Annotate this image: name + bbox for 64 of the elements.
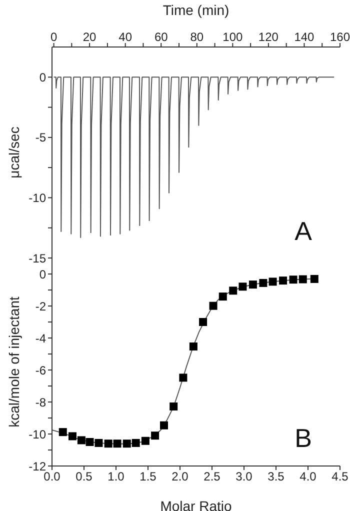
- x-tick-label: 4.5: [332, 470, 349, 484]
- point: [238, 282, 247, 291]
- x-axis-title: Molar Ratio: [160, 498, 232, 511]
- point: [104, 440, 112, 448]
- point: [141, 436, 150, 445]
- y-axis-title: μcal/sec: [6, 126, 22, 178]
- point: [170, 402, 178, 410]
- point: [122, 440, 131, 448]
- point: [68, 432, 76, 440]
- x-tick-label: 100: [222, 30, 244, 44]
- x-tick-label: 2.5: [204, 470, 221, 484]
- y-tick-label: -6: [35, 363, 46, 378]
- y-tick-label: -5: [35, 130, 46, 145]
- x-tick-label: 140: [294, 30, 315, 44]
- y-tick-label: -10: [28, 427, 46, 442]
- y-tick-label: -10: [28, 190, 46, 205]
- point: [229, 286, 238, 295]
- x-tick-label: 20: [82, 30, 97, 44]
- point: [132, 438, 140, 447]
- point: [268, 278, 277, 286]
- point: [259, 278, 268, 287]
- point: [151, 432, 160, 440]
- x-tick-label: 3.0: [236, 470, 253, 484]
- point: [199, 318, 208, 326]
- point: [189, 342, 198, 350]
- annotation: A: [294, 216, 312, 246]
- y-tick-label: -12: [28, 459, 46, 474]
- y-axis-title: kcal/mole of injectant: [6, 296, 22, 428]
- y-tick-label: -2: [35, 299, 46, 314]
- point: [94, 438, 103, 447]
- x-tick-label: 60: [154, 30, 168, 44]
- x-tick-label: 0.5: [76, 470, 93, 484]
- point: [160, 421, 168, 430]
- y-tick-label: 0: [39, 70, 46, 84]
- point: [248, 280, 257, 289]
- line-series: [53, 76, 335, 238]
- point: [58, 428, 67, 436]
- x-tick-label: 80: [190, 30, 204, 44]
- x-tick-label: 2.0: [172, 470, 189, 484]
- point: [209, 302, 218, 310]
- x-tick-label: 4.0: [300, 470, 317, 484]
- x-axis-title: Time (min): [162, 2, 230, 18]
- y-tick-label: 0: [39, 267, 46, 282]
- point: [179, 374, 188, 382]
- point: [77, 436, 86, 444]
- point: [113, 440, 122, 448]
- x-tick-label: 1.5: [140, 470, 157, 484]
- point: [218, 292, 227, 301]
- point: [298, 275, 307, 284]
- point: [86, 438, 94, 446]
- x-tick-label: 3.5: [268, 470, 285, 484]
- x-tick-label: 0.0: [44, 470, 61, 484]
- point: [310, 274, 318, 283]
- annotation: B: [294, 423, 312, 453]
- x-tick-label: 160: [330, 30, 350, 44]
- x-tick-label: 40: [118, 30, 132, 44]
- point: [289, 276, 298, 284]
- x-tick-label: 120: [258, 30, 279, 44]
- y-tick-label: -8: [35, 395, 46, 410]
- y-tick-label: -15: [28, 251, 46, 266]
- x-tick-label: 1.0: [108, 470, 125, 484]
- x-tick-label: 0: [50, 30, 58, 44]
- y-tick-label: -4: [35, 331, 46, 346]
- point: [279, 276, 288, 285]
